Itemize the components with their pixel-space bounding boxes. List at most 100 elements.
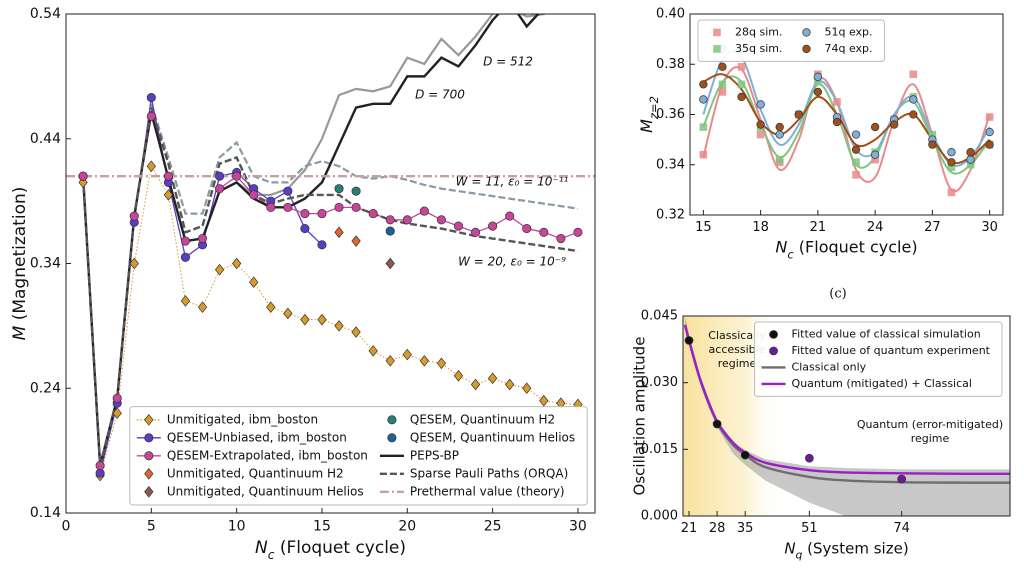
legend-label: Quantum (mitigated) + Classical (792, 377, 972, 390)
circle-marker (300, 209, 310, 219)
y-tick-label: 0.38 (656, 57, 685, 72)
legend-marker (769, 346, 778, 356)
circle-marker (775, 122, 784, 132)
x-tick-label: 0 (62, 518, 71, 534)
circle-marker (851, 130, 861, 139)
diamond-marker (470, 378, 481, 391)
circle-marker (249, 190, 259, 200)
diamond-marker (522, 382, 532, 395)
circle-marker (453, 221, 464, 231)
diamond-marker (385, 354, 395, 367)
circle-marker (180, 252, 191, 262)
legend-marker (144, 485, 154, 498)
diamond-marker (539, 394, 549, 407)
circle-marker (985, 140, 994, 149)
circle-marker (699, 80, 708, 89)
diamond-marker (317, 313, 327, 326)
uncertainty-band (685, 316, 1010, 516)
x-tick-label: 27 (924, 220, 941, 235)
legend-label: Unmitigated, Quantinuum H2 (167, 466, 344, 480)
circle-marker (737, 92, 746, 102)
x-tick-label: 25 (484, 518, 502, 534)
diamond-marker (334, 320, 344, 332)
circle-marker (78, 171, 88, 181)
diamond-marker (180, 295, 191, 307)
square-marker (699, 150, 708, 159)
circle-marker (909, 110, 918, 119)
diamond-marker (487, 372, 498, 385)
x-tick-label: 20 (398, 518, 416, 534)
circle-marker (402, 215, 412, 225)
x-tick-label: 28 (709, 521, 726, 536)
fit-curve (702, 50, 991, 168)
diamond-marker (214, 263, 225, 276)
x-tick-label: 21 (810, 220, 827, 235)
circle-marker (368, 209, 378, 219)
circle-marker (947, 158, 956, 167)
circle-marker (505, 211, 515, 221)
legend-marker (802, 28, 811, 37)
curve-label: W = 11, ε₀ = 10⁻¹¹ (456, 175, 569, 189)
circle-marker (947, 148, 956, 157)
legend-marker (387, 415, 397, 425)
legend-label: QESEM, Quantinuum H2 (410, 412, 555, 426)
legend-label: QESEM, Quantinuum Helios (410, 430, 575, 444)
circle-marker (146, 111, 156, 121)
circle-marker (756, 100, 765, 109)
square-marker (947, 163, 956, 172)
x-tick-label: 5 (147, 518, 156, 534)
square-marker (852, 171, 860, 179)
circle-marker (419, 206, 429, 216)
diamond-marker (402, 348, 412, 361)
axes-frame (682, 315, 1011, 517)
x-tick-label: 21 (681, 521, 698, 536)
circle-marker (266, 202, 276, 212)
x-tick-label: 10 (228, 518, 246, 534)
diamond-marker (453, 369, 464, 382)
y-tick-label: 0.32 (656, 208, 685, 223)
circle-marker (851, 145, 861, 154)
circle-marker (813, 72, 823, 81)
circle-marker (163, 171, 173, 181)
y-axis-label: Mz=2 (637, 96, 661, 133)
legend-label: Unmitigated, Quantinuum Helios (167, 484, 364, 498)
y-tick-label: 0.34 (656, 157, 685, 172)
x-axis-label-text: (Floquet cycle) (794, 237, 918, 256)
x-tick-label: 30 (569, 518, 587, 534)
y-axis-label-text: (Magnetization) (10, 187, 30, 326)
series-line (81, 107, 579, 466)
circle-marker (539, 227, 549, 237)
circle-marker (283, 186, 293, 196)
legend-label: Fitted value of classical simulation (792, 327, 981, 340)
y-tick-label: 0.44 (30, 131, 61, 147)
legend-marker (769, 330, 778, 339)
y-tick-label: 0.40 (656, 7, 685, 22)
square-marker (737, 62, 746, 71)
annotation: regime (718, 357, 757, 370)
circle-marker (197, 234, 208, 244)
series-line (81, 14, 540, 466)
circle-marker (436, 215, 446, 225)
y-axis-label-symbol: M (10, 325, 30, 340)
y-tick-label: 0.36 (656, 107, 685, 122)
y-tick-label: 0.030 (641, 375, 678, 390)
square-marker (775, 155, 784, 164)
circle-marker (712, 419, 722, 429)
annotation: Quantum (error-mitigated) (857, 418, 1003, 431)
x-tick-label: 35 (737, 521, 754, 536)
y-tick-label: 0.000 (641, 509, 678, 524)
y-tick-label: 0.34 (30, 256, 61, 272)
legend-label: Unmitigated, ibm_boston (167, 412, 318, 426)
circle-marker (300, 224, 310, 234)
y-tick-label: 0.54 (30, 6, 61, 22)
x-axis-label-symbol: N (255, 538, 268, 558)
curve-label: W = 20, ε₀ = 10⁻⁹ (458, 255, 566, 269)
series-line (683, 324, 1010, 476)
x-axis-label-text: (System size) (802, 539, 908, 557)
circle-marker (215, 171, 225, 181)
diamond-marker (436, 357, 447, 370)
annotation: accessible (709, 343, 766, 356)
diamond-marker (129, 257, 139, 270)
diamond-marker (385, 257, 395, 270)
